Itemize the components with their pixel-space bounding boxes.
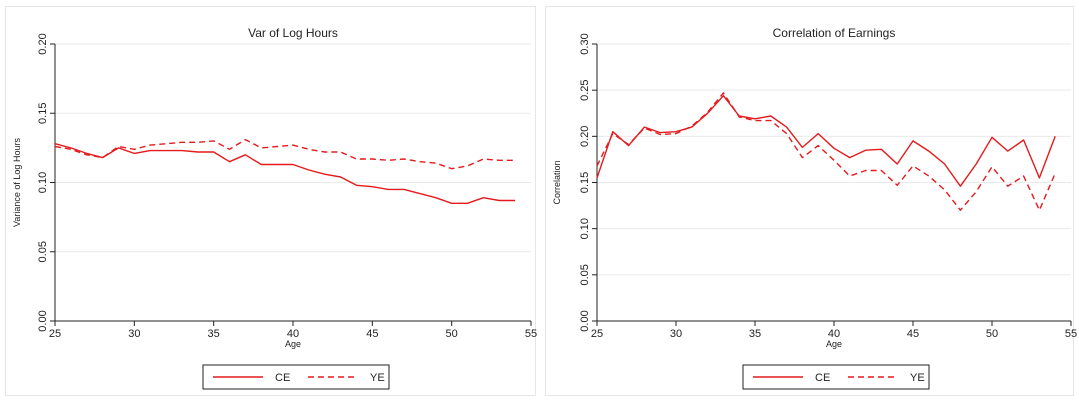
y-axis-label: Correlation [552, 160, 562, 204]
x-tick-label: 40 [828, 328, 840, 340]
legend-label-ce: CE [275, 372, 290, 384]
y-axis-label: Variance of Log Hours [12, 138, 22, 227]
legend: CE YE [742, 364, 930, 390]
series-line-ce [596, 94, 1056, 187]
y-tick-label: 0.00 [37, 310, 49, 331]
y-tick-label: 0.15 [579, 172, 591, 193]
y-tick-label: 0.00 [579, 310, 591, 331]
series-line-ye [596, 92, 1056, 211]
x-tick-label: 55 [525, 328, 537, 340]
y-tick-label: 0.30 [579, 33, 591, 54]
y-tick-label: 0.05 [37, 241, 49, 262]
x-tick-label: 50 [446, 328, 458, 340]
chart-correlation-of-earnings: Correlation of Earnings 0.00 0.05 0.10 0.15 0… [552, 26, 1077, 390]
legend-label-ye: YE [370, 372, 385, 384]
y-tick-label: 0.20 [37, 33, 49, 54]
x-axis-label: Age [285, 339, 301, 349]
x-tick-label: 45 [366, 328, 378, 340]
y-tick-label: 0.05 [579, 264, 591, 285]
x-tick-label: 30 [128, 328, 140, 340]
x-tick-label: 50 [986, 328, 998, 340]
legend: CE YE [202, 364, 390, 390]
x-tick-label: 40 [287, 328, 299, 340]
x-tick-label: 55 [1065, 328, 1077, 340]
y-tick-label: 0.10 [579, 218, 591, 239]
y-tick-label: 0.10 [37, 172, 49, 193]
x-tick-label: 25 [591, 328, 603, 340]
chart-var-log-hours: Var of Log Hours 0.00 0.05 0.10 0.15 0.20 25 30… [12, 26, 537, 390]
y-tick-label: 0.25 [579, 79, 591, 100]
x-tick-label: 25 [49, 328, 61, 340]
x-tick-label: 30 [670, 328, 682, 340]
chart-panel-var-log-hours: Var of Log Hours 0.00 0.05 0.10 0.15 0.20 25 30… [5, 6, 537, 396]
chart-panel-correlation-of-earnings: Correlation of Earnings 0.00 0.05 0.10 0.15 0… [545, 6, 1077, 396]
series-line-ce [54, 143, 516, 205]
x-tick-label: 45 [907, 328, 919, 340]
legend-label-ce: CE [815, 372, 830, 384]
chart-title: Var of Log Hours [248, 26, 338, 40]
x-tick-label: 35 [749, 328, 761, 340]
series-line-ye [54, 138, 516, 170]
legend-label-ye: YE [910, 372, 925, 384]
x-axis-label: Age [826, 339, 842, 349]
y-tick-label: 0.15 [37, 103, 49, 124]
chart-title: Correlation of Earnings [773, 26, 896, 40]
y-tick-label: 0.20 [579, 126, 591, 147]
x-tick-label: 35 [208, 328, 220, 340]
